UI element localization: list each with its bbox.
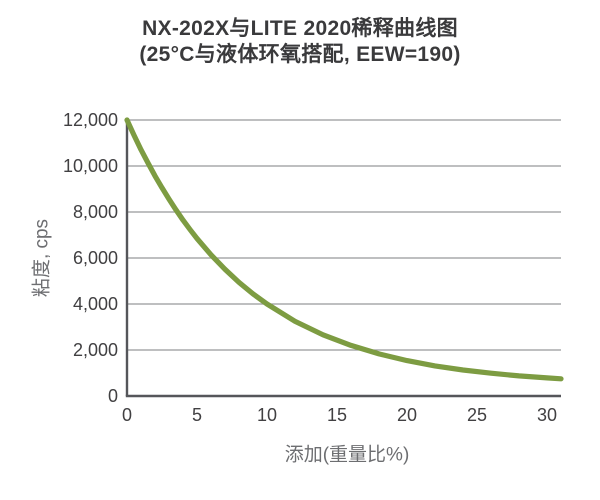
x-tick-label: 30 <box>537 405 557 425</box>
x-tick-label: 10 <box>257 405 277 425</box>
y-axis-title: 粘度, cps <box>31 218 53 298</box>
y-tick-label: 4,000 <box>73 294 118 314</box>
y-tick-label: 12,000 <box>63 110 118 130</box>
x-axis-title: 添加(重量比%) <box>284 444 410 466</box>
x-tick-label: 15 <box>327 405 347 425</box>
x-tick-label: 25 <box>467 405 487 425</box>
y-tick-label: 6,000 <box>73 248 118 268</box>
y-tick-label: 8,000 <box>73 202 118 222</box>
y-tick-label: 10,000 <box>63 156 118 176</box>
x-tick-label: 5 <box>192 405 202 425</box>
x-tick-label: 0 <box>122 405 132 425</box>
chart-title-line1: NX-202X与LITE 2020稀释曲线图 <box>142 17 458 40</box>
chart-title-line2: (25°C与液体环氧搭配, EEW=190) <box>139 43 461 66</box>
y-tick-label: 0 <box>108 386 118 406</box>
dilution-curve <box>124 117 564 382</box>
y-tick-label: 2,000 <box>73 340 118 360</box>
x-tick-label: 20 <box>397 405 417 425</box>
